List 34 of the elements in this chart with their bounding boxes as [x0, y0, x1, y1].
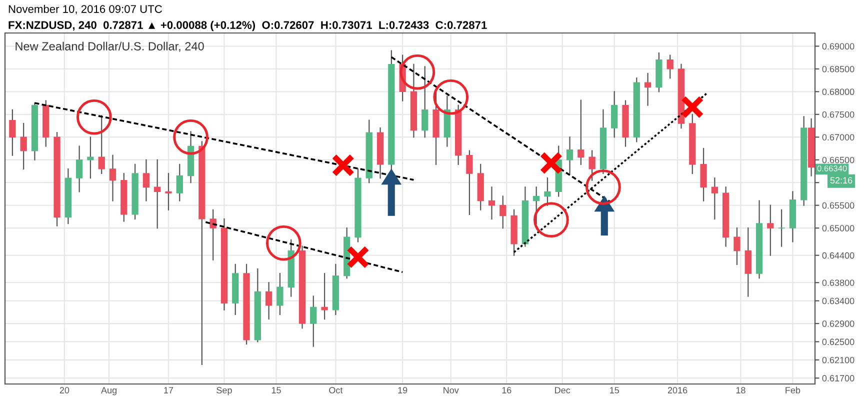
- text: FX:NZDUSD, 240 0.72871 ▲ +0.00088 (+0.12%) O:0.72607 H:0.73071 L:0.72433 C:0.72871: [8, 20, 487, 32]
- x-tick-label: 19: [398, 387, 408, 394]
- text: 0.66340: [817, 165, 847, 172]
- y-tick-label: 0.64400: [822, 252, 854, 259]
- x-tick-label: 18: [736, 387, 746, 394]
- y-tick-label: 0.63800: [822, 280, 854, 286]
- y-tick-label: 0.65000: [822, 225, 854, 232]
- y-tick-label: 0.66500: [822, 156, 854, 164]
- y-tick-label: 0.69000: [822, 43, 854, 50]
- x-tick-label: Oct: [329, 387, 343, 394]
- y-tick-label: 0.67500: [822, 111, 854, 118]
- x-tick-label: 2016: [668, 387, 688, 394]
- y-tick-label: 0.62100: [822, 356, 854, 364]
- x-tick-label: Sep: [216, 387, 232, 396]
- y-tick-label: 0.62500: [822, 338, 854, 346]
- x-tick-label: Nov: [444, 387, 459, 394]
- text: New Zealand Dollar/U.S. Dollar, 240: [16, 42, 204, 52]
- x-tick-label: 15: [272, 387, 281, 394]
- y-tick-label: 0.68500: [822, 66, 854, 72]
- x-tick-label: 20: [60, 387, 70, 394]
- x-tick-label: 15: [610, 387, 619, 394]
- x-tick-label: Dec: [555, 387, 570, 394]
- y-tick-label: 0.62900: [822, 320, 854, 327]
- y-tick-label: 0.63400: [822, 298, 854, 304]
- x-tick-label: 17: [164, 387, 174, 394]
- x-tick-label: Aug: [101, 387, 116, 396]
- x-tick-label: Feb: [786, 386, 800, 394]
- text: November 10, 2016 09:07 UTC: [8, 4, 162, 14]
- y-tick-label: 0.68000: [822, 88, 854, 96]
- text: 52:16: [830, 177, 852, 184]
- x-tick-label: 16: [502, 387, 512, 394]
- y-tick-label: 0.61700: [822, 375, 854, 382]
- y-tick-label: 0.65500: [822, 202, 854, 209]
- y-tick-label: 0.67000: [822, 134, 854, 140]
